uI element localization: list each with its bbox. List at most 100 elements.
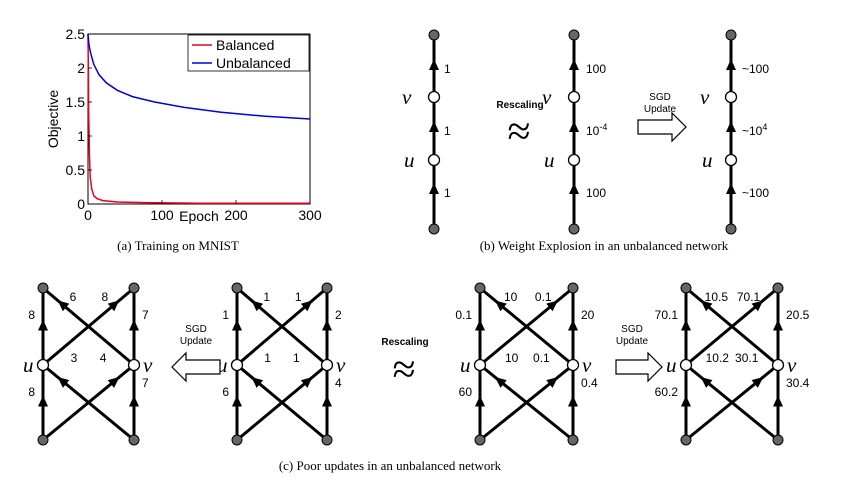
weight-mid-right: 4 (100, 351, 107, 365)
edge-arrowhead (322, 395, 332, 407)
edge-arrowhead (495, 377, 507, 388)
network-label-v: v (143, 353, 153, 377)
edge-arrowhead (700, 377, 713, 388)
edge-arrowhead (475, 319, 485, 331)
weight-top-cross-2: 70.1 (737, 290, 761, 304)
weight-top-right: 7 (142, 308, 149, 322)
network-label-u: u (460, 353, 471, 377)
network-node-v (566, 358, 580, 372)
edge-arrowhead (681, 319, 691, 331)
rescaling-op-b: Rescaling ≈ (496, 100, 543, 155)
chain-2-label-v: v (542, 85, 552, 109)
network-leaf-node (321, 282, 333, 294)
edge-arrowhead (773, 395, 783, 407)
network-leaf-node (680, 434, 692, 446)
network-label-v: v (787, 353, 797, 377)
network-leaf-node (680, 282, 692, 294)
x-tick-label: 0 (84, 207, 92, 223)
network-leaf-node (128, 434, 140, 446)
edge-arrowhead (251, 377, 264, 388)
caption-b: (b) Weight Explosion in an unbalanced ne… (480, 238, 729, 253)
weight-mid-left: 3 (71, 351, 78, 365)
chain-1-node-u (427, 153, 441, 167)
y-tick-label: 1 (77, 128, 85, 144)
weight-mid-left: 1 (264, 351, 271, 365)
chain-1-node-v (427, 90, 441, 104)
edge-arrowhead (129, 319, 139, 331)
chain-2-node-v (567, 90, 581, 104)
chain-1-weight-top: 1 (444, 62, 451, 76)
weight-bottom-left: 6 (222, 385, 229, 399)
weight-top-left: 1 (222, 308, 229, 322)
network-3: u v 0.1 10 0.1 20 10 0.1 60 0.4 (455, 282, 598, 446)
legend-box (187, 34, 310, 72)
edge-arrowhead (232, 319, 242, 331)
chain-3: v u ~100 ~104 ~100 (700, 29, 769, 235)
legend: Balanced Unbalanced (187, 34, 310, 72)
network-leaf-node (567, 434, 579, 446)
chain-1-weight-bot: 1 (444, 186, 451, 200)
network-leaf-node (474, 282, 486, 294)
y-tick-label: 2.5 (66, 26, 86, 42)
y-axis-ticks: 0 0.5 1 1.5 2 2.5 (66, 26, 92, 212)
network-2: u v 1 1 1 2 1 1 6 4 (217, 282, 346, 446)
edge-arrowhead (751, 377, 764, 388)
edge-arrowhead (107, 377, 120, 388)
edge-arrowhead (300, 377, 313, 388)
weight-top-cross-2: 1 (295, 290, 302, 304)
rescaling-op-c: Rescaling ≈ (381, 337, 428, 393)
edge-arrowhead (773, 319, 783, 331)
chain-1: v u 1 1 1 (402, 29, 451, 235)
edge-arrowhead (495, 300, 507, 312)
network-leaf-node (772, 282, 784, 294)
x-tick-label: 200 (224, 207, 248, 223)
edge-arrowhead (751, 300, 764, 312)
edge-arrowhead (38, 319, 48, 331)
weight-bottom-right: 0.4 (581, 376, 598, 390)
edge-arrowhead (107, 300, 120, 312)
sgd-label-b-line2: Update (644, 104, 677, 115)
edge-arrowhead (129, 395, 139, 407)
chain-3-label-u: u (702, 148, 713, 172)
edge-arrowhead (700, 300, 713, 312)
chain-3-node-u (724, 153, 738, 167)
sgd-label-c-left-line1: SGD (185, 324, 207, 335)
y-tick-label: 1.5 (66, 94, 86, 110)
weight-bottom-right: 30.4 (786, 376, 810, 390)
edge-arrowhead (546, 377, 558, 388)
weight-top-cross-1: 6 (70, 290, 77, 304)
network-leaf-node (474, 434, 486, 446)
chain-1-top-node (428, 29, 440, 41)
sgd-op-c-right: SGD Update (615, 324, 663, 383)
weight-bottom-right: 7 (142, 376, 149, 390)
weight-mid-right: 0.1 (533, 351, 550, 365)
edge-arrowhead (38, 395, 48, 407)
x-axis-ticks: 0 100 200 300 (84, 200, 322, 223)
network-leaf-node (37, 282, 49, 294)
sgd-label-c-right-line1: SGD (621, 324, 643, 335)
network-leaf-node (128, 282, 140, 294)
plot-lines (87, 33, 311, 205)
network-leaf-node (321, 434, 333, 446)
network-node-u (473, 358, 487, 372)
weight-top-cross-2: 0.1 (535, 290, 552, 304)
x-axis-label: Epoch (179, 208, 219, 224)
network-leaf-node (37, 434, 49, 446)
edge-arrowhead (251, 300, 264, 312)
edge-arrowhead (681, 395, 691, 407)
edge-arrowhead (232, 395, 242, 407)
weight-top-left: 70.1 (655, 308, 679, 322)
edge-arrowhead (546, 300, 558, 312)
weight-top-left: 8 (28, 308, 35, 322)
sgd-label-c-left-line2: Update (180, 336, 213, 347)
sgd-arrow-c-right (615, 351, 663, 383)
edge-arrowhead (568, 319, 578, 331)
sgd-label-c-right-line2: Update (616, 336, 649, 347)
network-label-u: u (23, 353, 34, 377)
edge-arrowhead (322, 319, 332, 331)
sgd-op-c-left: SGD Update (171, 324, 221, 383)
y-tick-label: 0 (77, 196, 85, 212)
network-node-v (771, 358, 785, 372)
chain-1-weight-mid: 1 (444, 124, 451, 138)
sgd-arrow-b (637, 111, 687, 143)
